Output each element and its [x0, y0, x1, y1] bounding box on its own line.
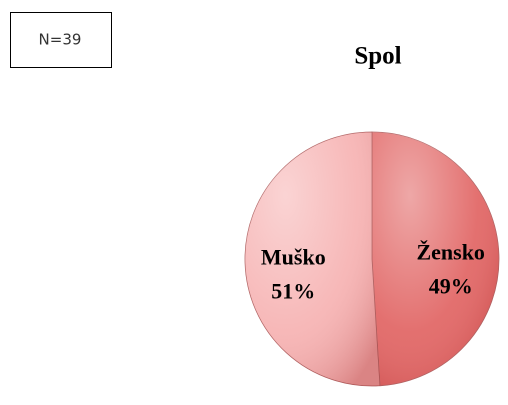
slice-shade	[244, 132, 380, 387]
slice-value-label: 49%	[429, 274, 473, 299]
annotation-box	[10, 12, 112, 68]
slice-label: Muško	[261, 245, 326, 270]
annotation: N=39	[39, 31, 82, 49]
slice-shade	[372, 132, 499, 386]
slice-label: Žensko	[416, 240, 484, 265]
chart-title: Spol	[354, 43, 401, 70]
slice-value-label: 51%	[271, 279, 315, 304]
